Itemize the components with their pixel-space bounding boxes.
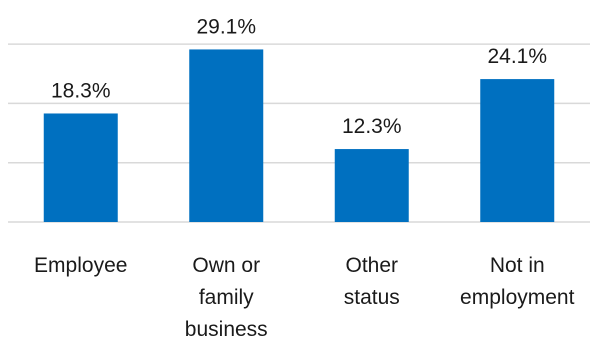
category-label-line: employment	[460, 286, 575, 309]
value-label-1: 18.3%	[51, 79, 111, 102]
category-labels: Employee Own or family business Other status N…	[34, 254, 575, 341]
category-label-line: Not in	[490, 254, 545, 277]
value-label-4: 24.1%	[487, 45, 547, 68]
category-label-3: Other status	[344, 254, 400, 309]
bar-2	[189, 49, 264, 223]
category-label-line: family	[199, 286, 254, 309]
value-labels: 18.3% 29.1% 12.3% 24.1%	[51, 15, 547, 138]
bar-3	[334, 149, 409, 222]
bar-1	[43, 113, 118, 222]
category-label-line: Own or	[192, 254, 260, 277]
category-label-line: status	[344, 286, 400, 309]
category-label-line: business	[185, 318, 268, 341]
bar-4	[480, 79, 555, 222]
category-label-4: Not in employment	[460, 254, 575, 309]
category-label-line: Employee	[34, 254, 127, 277]
category-label-line: Other	[345, 254, 398, 277]
bars	[43, 49, 555, 223]
category-label-2: Own or family business	[185, 254, 268, 341]
value-label-2: 29.1%	[196, 15, 256, 38]
value-label-3: 12.3%	[342, 115, 402, 138]
category-label-1: Employee	[34, 254, 127, 277]
